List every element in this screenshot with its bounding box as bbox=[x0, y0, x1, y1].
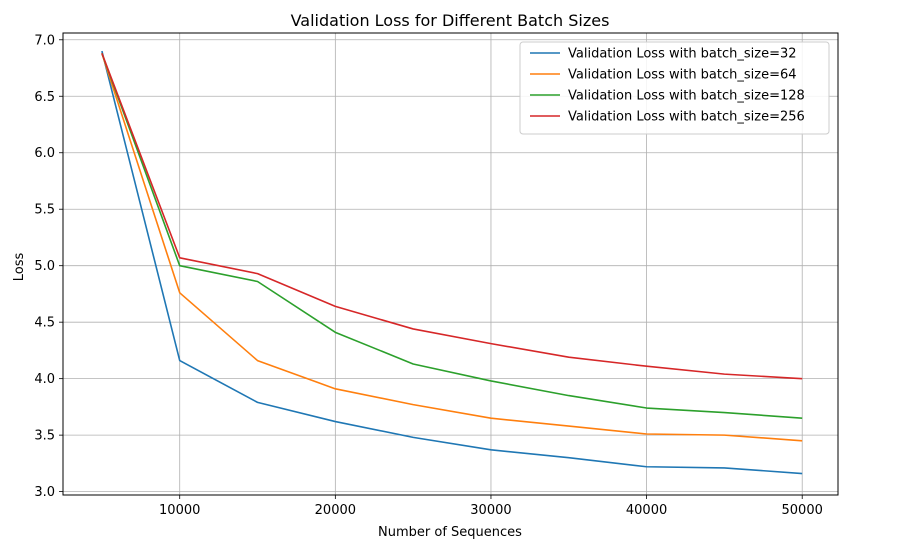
y-tick-label: 7.0 bbox=[34, 33, 55, 48]
y-tick-label: 4.5 bbox=[34, 316, 55, 331]
x-tick-label: 50000 bbox=[782, 503, 823, 518]
legend-label: Validation Loss with batch_size=64 bbox=[568, 68, 797, 83]
series-lines bbox=[101, 50, 803, 475]
y-tick-label: 6.5 bbox=[34, 90, 55, 105]
legend-label: Validation Loss with batch_size=32 bbox=[568, 47, 797, 62]
y-axis-label: Loss bbox=[12, 253, 27, 282]
y-tick-label: 3.5 bbox=[34, 429, 55, 444]
plot-frame bbox=[62, 32, 839, 496]
y-tick-label: 6.0 bbox=[34, 146, 55, 161]
series-line-1 bbox=[101, 53, 803, 442]
chart-title: Validation Loss for Different Batch Size… bbox=[291, 11, 610, 30]
legend-box bbox=[519, 41, 830, 135]
legend: Validation Loss with batch_size=32 Valida… bbox=[519, 41, 830, 135]
y-tick-label: 3.0 bbox=[34, 485, 55, 500]
x-tick-label: 40000 bbox=[626, 503, 667, 518]
x-tick-label: 20000 bbox=[315, 503, 356, 518]
x-tick-label: 10000 bbox=[159, 503, 200, 518]
y-tick-label: 5.5 bbox=[34, 203, 55, 218]
y-axis-ticks: 3.0 3.5 4.0 4.5 5.0 5.5 6.0 6.5 7.0 bbox=[34, 33, 63, 500]
x-axis-ticks: 10000 20000 30000 40000 50000 bbox=[159, 495, 823, 518]
x-axis-label: Number of Sequences bbox=[378, 525, 522, 540]
series-line-2 bbox=[101, 53, 803, 419]
x-tick-label: 30000 bbox=[470, 503, 511, 518]
legend-label: Validation Loss with batch_size=256 bbox=[568, 110, 805, 125]
legend-label: Validation Loss with batch_size=128 bbox=[568, 89, 805, 104]
y-tick-label: 4.0 bbox=[34, 372, 55, 387]
series-line-3 bbox=[101, 53, 803, 380]
series-line-0 bbox=[101, 50, 803, 475]
y-tick-label: 5.0 bbox=[34, 259, 55, 274]
